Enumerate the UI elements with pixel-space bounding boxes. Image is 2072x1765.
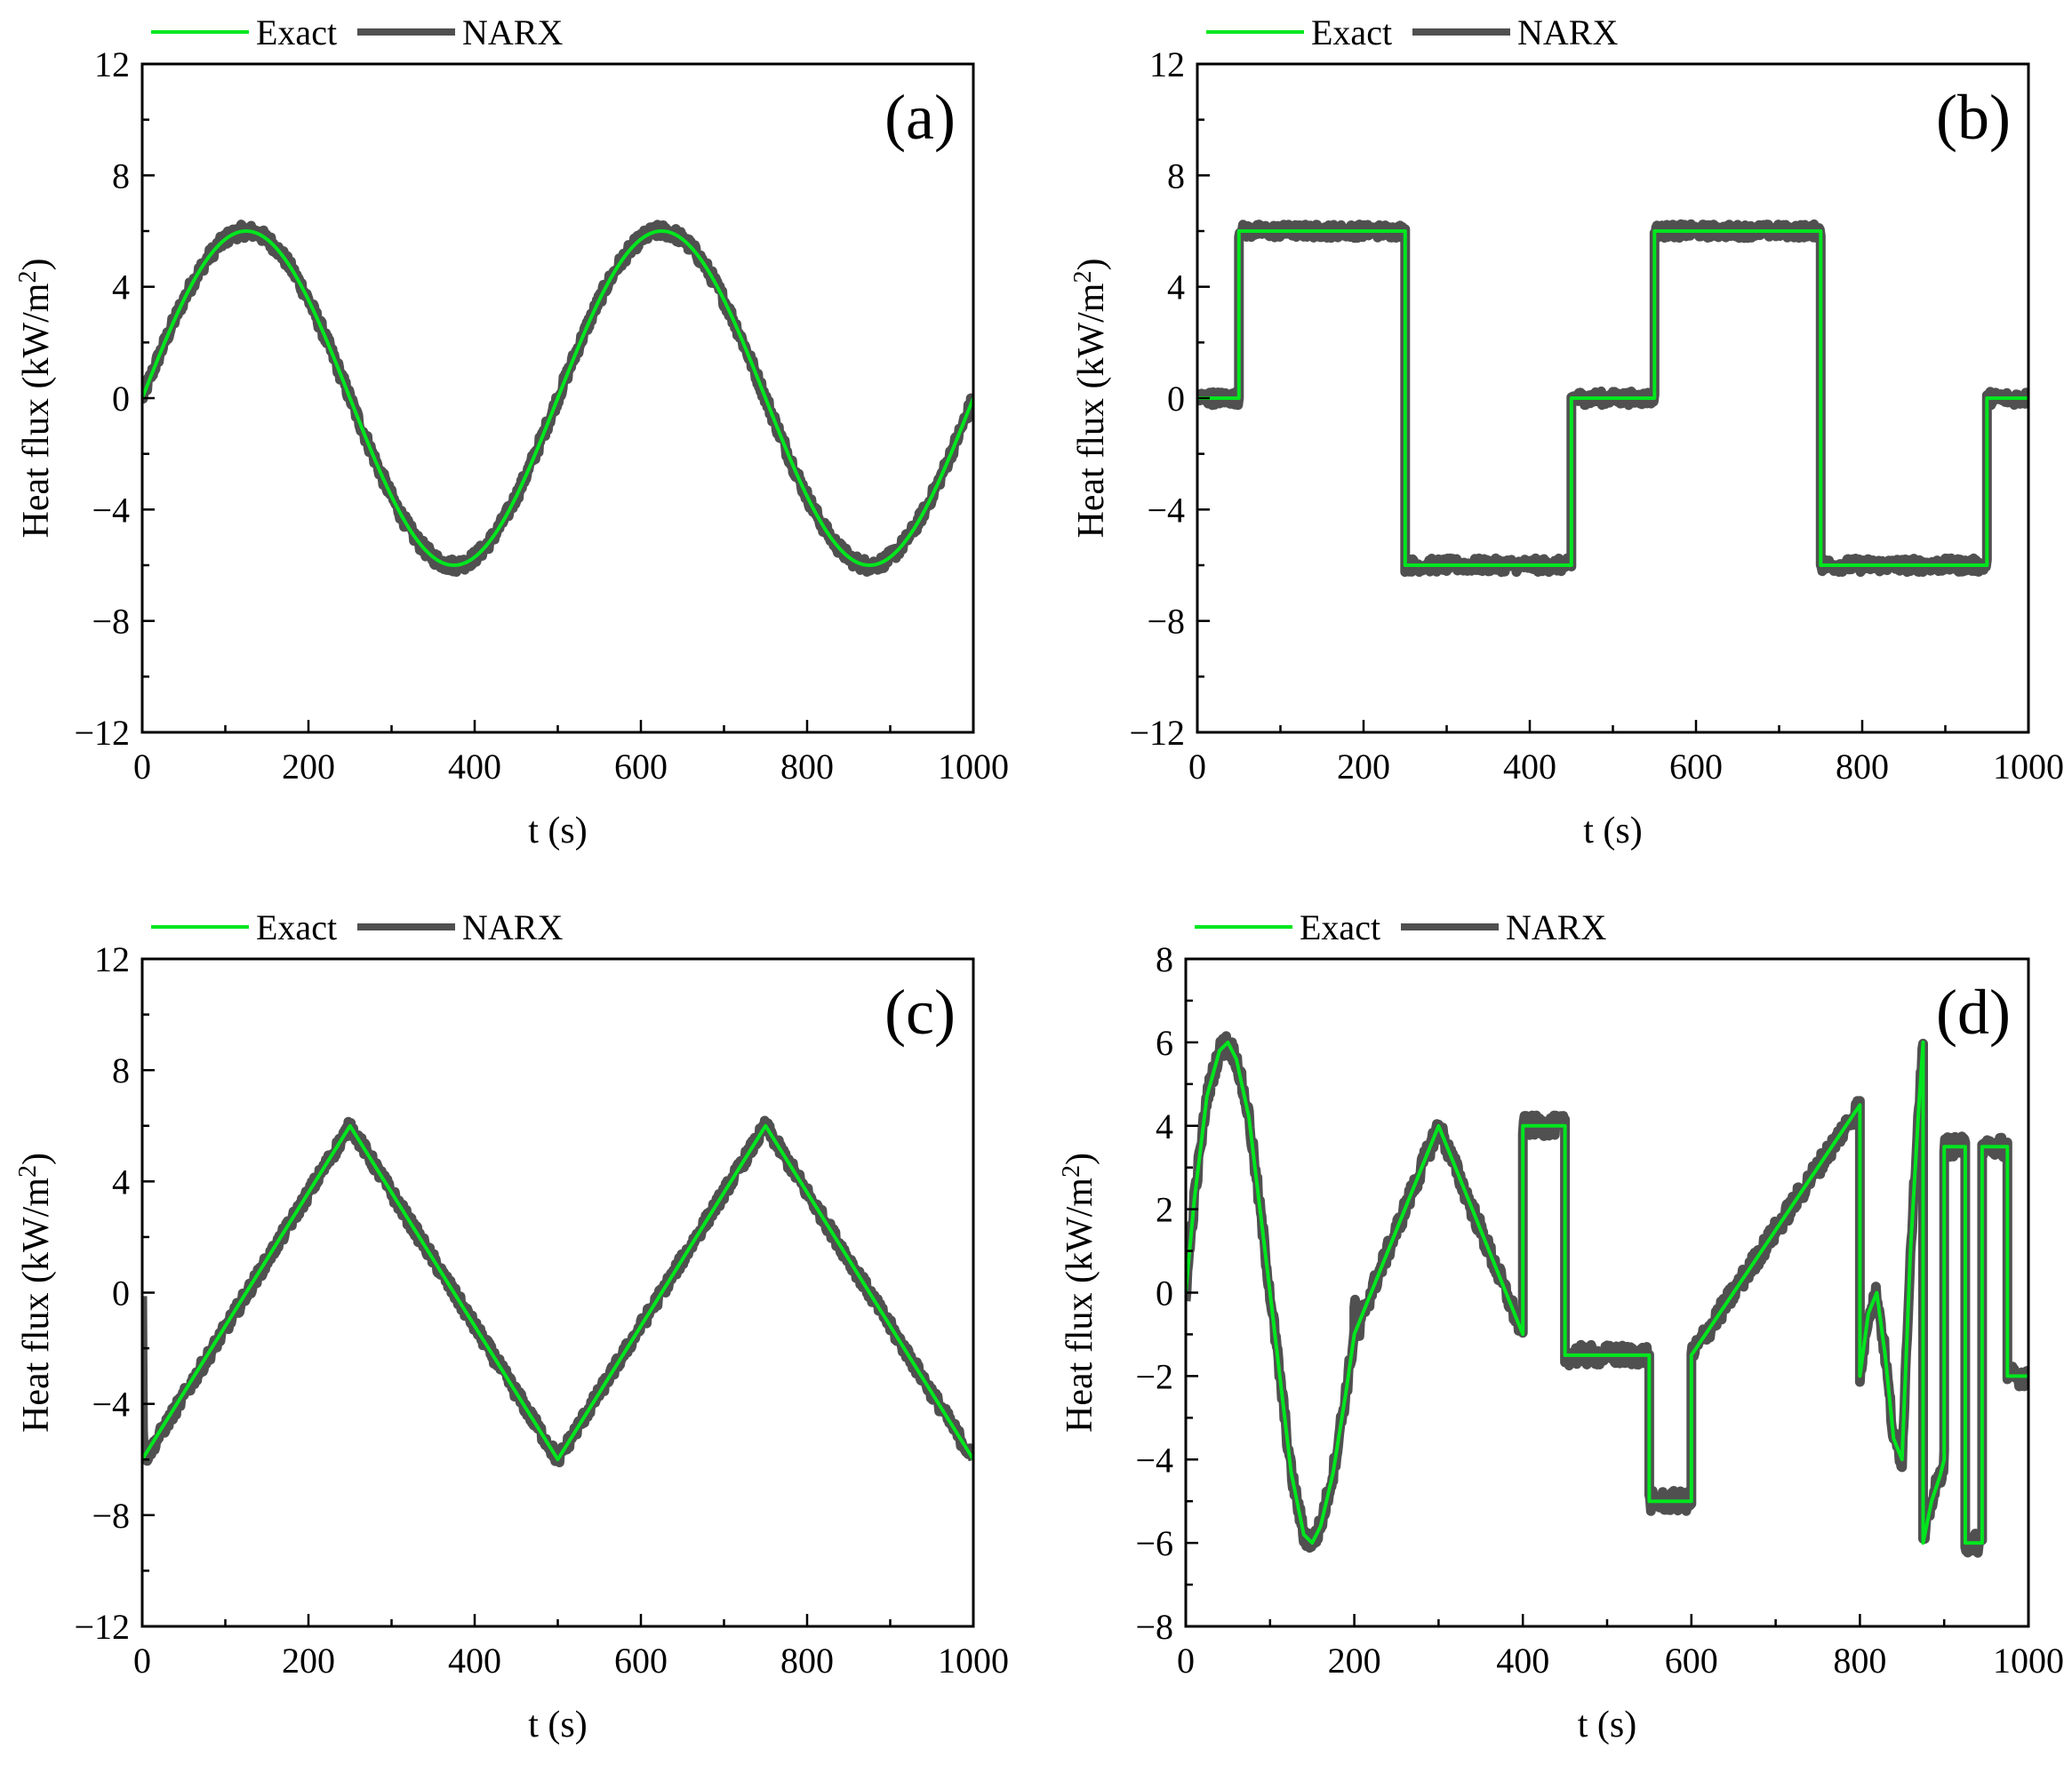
y-tick-label: 8 [1167, 156, 1185, 196]
y-tick-label: −4 [1135, 1440, 1173, 1480]
y-tick-label: −12 [1129, 713, 1185, 753]
plot-frame-d [1184, 957, 2030, 1628]
x-axis-label: t (s) [528, 811, 588, 851]
panel-label: (c) [884, 977, 956, 1048]
y-tick-label: 6 [1156, 1023, 1173, 1063]
y-tick-label: −8 [1135, 1607, 1173, 1647]
y-tick-label: 8 [112, 156, 130, 196]
x-tick-label: 400 [448, 747, 501, 787]
legend-exact-label: Exact [256, 907, 337, 947]
legend-narx-label: NARX [462, 12, 563, 52]
y-tick-label: 12 [94, 939, 130, 979]
y-tick-label: 4 [112, 268, 130, 307]
plot-frame-c [140, 957, 975, 1628]
narx-series-line-d [1186, 1031, 2028, 1558]
y-tick-label: 0 [1156, 1274, 1173, 1314]
x-axis-label: t (s) [1578, 1705, 1637, 1745]
x-tick-label: 600 [1669, 747, 1723, 787]
x-tick-label: 800 [1833, 1641, 1886, 1681]
y-axis-label: Heat flux (kW/m2) [14, 259, 57, 539]
y-tick-label: 4 [1156, 1106, 1173, 1146]
x-tick-label: 200 [282, 1641, 335, 1681]
x-tick-label: 200 [1337, 747, 1390, 787]
x-tick-label: 400 [448, 1641, 501, 1681]
panel-c: 0 200 400 600 800 1000 −12 −8 −4 0 4 8 12 t (s) Heat f… [14, 907, 1009, 1745]
legend-narx-label: NARX [462, 907, 563, 947]
y-axis-label: Heat flux (kW/m2) [1069, 259, 1112, 539]
exact-series-line-c [142, 1123, 973, 1462]
panel-label: (a) [884, 82, 956, 153]
panel-label: (b) [1936, 82, 2011, 153]
y-tick-label: −8 [92, 602, 130, 642]
y-tick-label: 8 [1156, 939, 1173, 979]
y-tick-label: 0 [1167, 379, 1185, 419]
x-tick-label: 0 [133, 747, 151, 787]
x-tick-label: 800 [780, 747, 834, 787]
x-axis-label: t (s) [1583, 811, 1643, 851]
y-tick-label: −6 [1135, 1523, 1173, 1563]
exact-series-line-a [142, 229, 973, 567]
y-tick-label: −8 [1147, 602, 1185, 642]
y-tick-label: 12 [1149, 44, 1185, 84]
x-tick-label: 600 [1665, 1641, 1718, 1681]
y-tick-label: −4 [1147, 490, 1185, 530]
x-tick-label: 0 [133, 1641, 151, 1681]
x-axis-label: t (s) [528, 1705, 588, 1745]
y-tick-label: −12 [74, 713, 130, 753]
y-tick-label: 12 [94, 44, 130, 84]
legend-exact-label: Exact [1311, 12, 1392, 52]
y-tick-label: −2 [1135, 1356, 1173, 1396]
x-tick-label: 400 [1496, 1641, 1549, 1681]
y-tick-label: 4 [1167, 268, 1185, 307]
y-axis-label: Heat flux (kW/m2) [1058, 1153, 1100, 1433]
y-tick-label: −4 [92, 1385, 130, 1425]
x-tick-label: 1000 [938, 1641, 1009, 1681]
x-tick-label: 800 [780, 1641, 834, 1681]
y-axis-label: Heat flux (kW/m2) [14, 1153, 57, 1433]
x-tick-label: 0 [1188, 747, 1206, 787]
legend-narx-label: NARX [1517, 12, 1618, 52]
y-tick-label: 8 [112, 1050, 130, 1090]
y-tick-label: −8 [92, 1496, 130, 1536]
x-tick-label: 600 [614, 747, 668, 787]
x-tick-label: 400 [1503, 747, 1556, 787]
x-tick-label: 1000 [1993, 1641, 2064, 1681]
panel-d: 0 200 400 600 800 1000 −8 −6 −4 −2 0 2 4 6 8 t (s) Heat … [1058, 907, 2064, 1745]
panel-b: 0 200 400 600 800 1000 −12 −8 −4 0 4 8 12 t (s) Heat f… [1069, 12, 2064, 851]
panel-label: (d) [1936, 977, 2011, 1048]
y-tick-label: 0 [112, 1274, 130, 1314]
exact-series-line-d [1186, 1040, 2028, 1545]
y-tick-label: −4 [92, 490, 130, 530]
y-tick-label: 2 [1156, 1190, 1173, 1230]
legend-exact-label: Exact [256, 12, 337, 52]
x-tick-label: 1000 [1993, 747, 2064, 787]
x-tick-label: 200 [282, 747, 335, 787]
legend-exact-label: Exact [1300, 907, 1380, 947]
x-tick-label: 600 [614, 1641, 668, 1681]
exact-series-line-b [1197, 229, 2028, 567]
y-tick-label: 0 [112, 379, 130, 419]
x-tick-label: 800 [1836, 747, 1889, 787]
x-tick-label: 200 [1328, 1641, 1381, 1681]
y-tick-label: −12 [74, 1607, 130, 1647]
x-tick-label: 1000 [938, 747, 1009, 787]
legend-narx-label: NARX [1506, 907, 1606, 947]
narx-series-line-c [142, 1115, 973, 1467]
panel-a: 0 200 400 600 800 1000 −12 −8 −4 0 4 8 12 t (s) Heat f… [14, 12, 1009, 851]
x-tick-label: 0 [1177, 1641, 1195, 1681]
y-tick-label: 4 [112, 1162, 130, 1202]
